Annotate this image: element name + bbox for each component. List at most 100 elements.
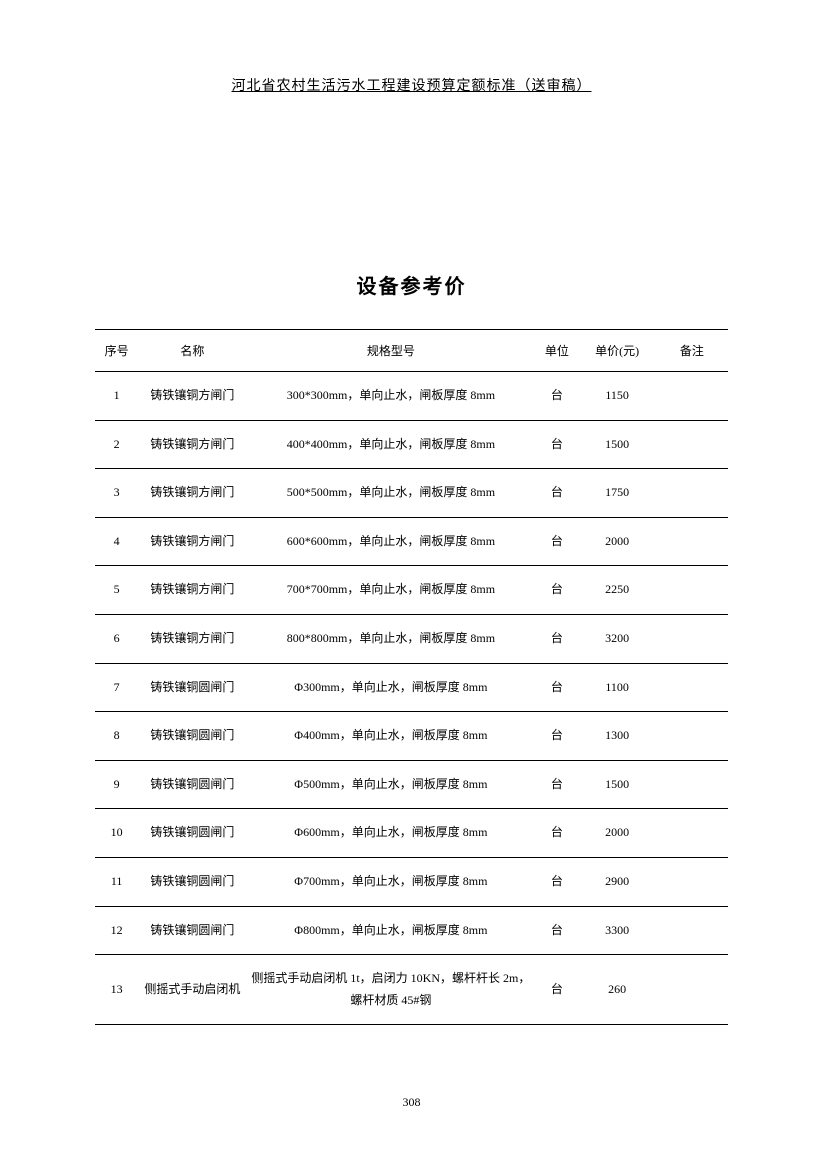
cell-unit: 台 — [535, 906, 578, 955]
table-row: 6 铸铁镶铜方闸门 800*800mm，单向止水，闸板厚度 8mm 台 3200 — [95, 614, 728, 663]
cell-name: 侧摇式手动启闭机 — [138, 955, 246, 1025]
cell-unit: 台 — [535, 517, 578, 566]
cell-unit: 台 — [535, 420, 578, 469]
cell-name: 铸铁镶铜圆闸门 — [138, 663, 246, 712]
equipment-price-table-container: 序号 名称 规格型号 单位 单价(元) 备注 1 铸铁镶铜方闸门 300*300… — [95, 329, 728, 1025]
cell-price: 3200 — [578, 614, 655, 663]
cell-price: 2250 — [578, 566, 655, 615]
cell-seq: 10 — [95, 809, 138, 858]
cell-seq: 11 — [95, 857, 138, 906]
table-row: 9 铸铁镶铜圆闸门 Φ500mm，单向止水，闸板厚度 8mm 台 1500 — [95, 760, 728, 809]
table-row: 8 铸铁镶铜圆闸门 Φ400mm，单向止水，闸板厚度 8mm 台 1300 — [95, 712, 728, 761]
document-title: 河北省农村生活污水工程建设预算定额标准（送审稿） — [232, 79, 592, 94]
cell-name: 铸铁镶铜方闸门 — [138, 420, 246, 469]
table-row: 4 铸铁镶铜方闸门 600*600mm，单向止水，闸板厚度 8mm 台 2000 — [95, 517, 728, 566]
column-header-name: 名称 — [138, 330, 246, 372]
cell-name: 铸铁镶铜方闸门 — [138, 372, 246, 421]
cell-remark — [656, 614, 728, 663]
cell-remark — [656, 469, 728, 518]
cell-unit: 台 — [535, 955, 578, 1025]
cell-price: 1300 — [578, 712, 655, 761]
cell-spec: 700*700mm，单向止水，闸板厚度 8mm — [247, 566, 536, 615]
cell-spec: Φ800mm，单向止水，闸板厚度 8mm — [247, 906, 536, 955]
cell-spec: 600*600mm，单向止水，闸板厚度 8mm — [247, 517, 536, 566]
cell-name: 铸铁镶铜圆闸门 — [138, 906, 246, 955]
cell-name: 铸铁镶铜方闸门 — [138, 469, 246, 518]
cell-unit: 台 — [535, 857, 578, 906]
cell-seq: 9 — [95, 760, 138, 809]
cell-remark — [656, 760, 728, 809]
cell-price: 1500 — [578, 760, 655, 809]
cell-remark — [656, 712, 728, 761]
cell-spec: 500*500mm，单向止水，闸板厚度 8mm — [247, 469, 536, 518]
cell-seq: 3 — [95, 469, 138, 518]
column-header-seq: 序号 — [95, 330, 138, 372]
cell-spec: 侧摇式手动启闭机 1t，启闭力 10KN，螺杆杆长 2m，螺杆材质 45#钢 — [247, 955, 536, 1025]
cell-spec: Φ300mm，单向止水，闸板厚度 8mm — [247, 663, 536, 712]
table-body: 1 铸铁镶铜方闸门 300*300mm，单向止水，闸板厚度 8mm 台 1150… — [95, 372, 728, 1025]
column-header-spec: 规格型号 — [247, 330, 536, 372]
table-row: 12 铸铁镶铜圆闸门 Φ800mm，单向止水，闸板厚度 8mm 台 3300 — [95, 906, 728, 955]
table-row: 7 铸铁镶铜圆闸门 Φ300mm，单向止水，闸板厚度 8mm 台 1100 — [95, 663, 728, 712]
cell-remark — [656, 372, 728, 421]
cell-seq: 6 — [95, 614, 138, 663]
cell-remark — [656, 809, 728, 858]
column-header-price: 单价(元) — [578, 330, 655, 372]
cell-seq: 2 — [95, 420, 138, 469]
cell-seq: 12 — [95, 906, 138, 955]
cell-price: 1750 — [578, 469, 655, 518]
column-header-unit: 单位 — [535, 330, 578, 372]
cell-name: 铸铁镶铜圆闸门 — [138, 809, 246, 858]
cell-seq: 5 — [95, 566, 138, 615]
cell-price: 260 — [578, 955, 655, 1025]
cell-seq: 8 — [95, 712, 138, 761]
cell-seq: 4 — [95, 517, 138, 566]
cell-spec: Φ400mm，单向止水，闸板厚度 8mm — [247, 712, 536, 761]
cell-unit: 台 — [535, 809, 578, 858]
cell-remark — [656, 420, 728, 469]
cell-unit: 台 — [535, 663, 578, 712]
cell-seq: 7 — [95, 663, 138, 712]
cell-name: 铸铁镶铜圆闸门 — [138, 712, 246, 761]
cell-seq: 1 — [95, 372, 138, 421]
table-row: 2 铸铁镶铜方闸门 400*400mm，单向止水，闸板厚度 8mm 台 1500 — [95, 420, 728, 469]
cell-spec: 400*400mm，单向止水，闸板厚度 8mm — [247, 420, 536, 469]
page-header: 河北省农村生活污水工程建设预算定额标准（送审稿） — [0, 0, 823, 95]
cell-name: 铸铁镶铜圆闸门 — [138, 857, 246, 906]
cell-name: 铸铁镶铜方闸门 — [138, 517, 246, 566]
table-row: 10 铸铁镶铜圆闸门 Φ600mm，单向止水，闸板厚度 8mm 台 2000 — [95, 809, 728, 858]
cell-unit: 台 — [535, 566, 578, 615]
cell-remark — [656, 663, 728, 712]
cell-remark — [656, 517, 728, 566]
cell-price: 1150 — [578, 372, 655, 421]
cell-remark — [656, 857, 728, 906]
cell-unit: 台 — [535, 469, 578, 518]
cell-remark — [656, 566, 728, 615]
cell-name: 铸铁镶铜方闸门 — [138, 614, 246, 663]
cell-spec: 300*300mm，单向止水，闸板厚度 8mm — [247, 372, 536, 421]
cell-spec: Φ500mm，单向止水，闸板厚度 8mm — [247, 760, 536, 809]
section-title: 设备参考价 — [0, 270, 823, 299]
cell-spec: 800*800mm，单向止水，闸板厚度 8mm — [247, 614, 536, 663]
cell-spec: Φ600mm，单向止水，闸板厚度 8mm — [247, 809, 536, 858]
cell-unit: 台 — [535, 760, 578, 809]
cell-price: 2900 — [578, 857, 655, 906]
cell-name: 铸铁镶铜圆闸门 — [138, 760, 246, 809]
table-row: 11 铸铁镶铜圆闸门 Φ700mm，单向止水，闸板厚度 8mm 台 2900 — [95, 857, 728, 906]
cell-remark — [656, 906, 728, 955]
equipment-price-table: 序号 名称 规格型号 单位 单价(元) 备注 1 铸铁镶铜方闸门 300*300… — [95, 329, 728, 1025]
cell-price: 1100 — [578, 663, 655, 712]
column-header-remark: 备注 — [656, 330, 728, 372]
cell-remark — [656, 955, 728, 1025]
cell-price: 2000 — [578, 809, 655, 858]
cell-unit: 台 — [535, 614, 578, 663]
cell-price: 3300 — [578, 906, 655, 955]
cell-price: 2000 — [578, 517, 655, 566]
page-number: 308 — [0, 1095, 823, 1110]
cell-name: 铸铁镶铜方闸门 — [138, 566, 246, 615]
cell-price: 1500 — [578, 420, 655, 469]
cell-unit: 台 — [535, 712, 578, 761]
table-row: 1 铸铁镶铜方闸门 300*300mm，单向止水，闸板厚度 8mm 台 1150 — [95, 372, 728, 421]
table-row: 5 铸铁镶铜方闸门 700*700mm，单向止水，闸板厚度 8mm 台 2250 — [95, 566, 728, 615]
table-row: 3 铸铁镶铜方闸门 500*500mm，单向止水，闸板厚度 8mm 台 1750 — [95, 469, 728, 518]
